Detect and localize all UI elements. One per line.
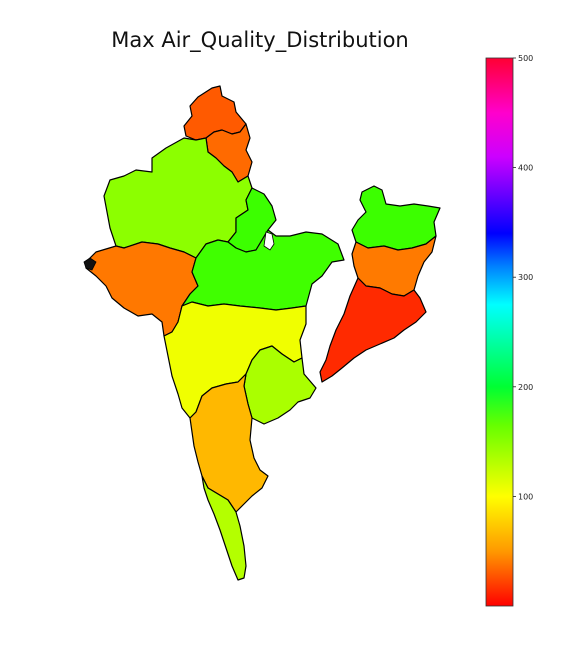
region-notch — [263, 231, 275, 251]
region-southeast[interactable] — [243, 345, 317, 425]
colorbar-ticks: 100 200 300 400 500 — [513, 54, 533, 501]
region-east-bottom[interactable] — [319, 277, 427, 383]
colorbar-tick-label: 500 — [518, 54, 533, 63]
colorbar-tick-label: 300 — [518, 273, 533, 282]
region-south-tip[interactable] — [201, 475, 247, 581]
region-east-top[interactable] — [351, 185, 441, 251]
colorbar: 100 200 300 400 500 — [485, 54, 533, 607]
colorbar-tick-label: 100 — [518, 492, 533, 501]
region-coastal-blob — [83, 257, 97, 271]
colorbar-border — [485, 57, 514, 607]
colorbar-tick-label: 400 — [518, 164, 533, 173]
colorbar-fill — [486, 58, 513, 606]
map-regions — [83, 85, 441, 581]
colorbar-tick-label: 200 — [518, 383, 533, 392]
chart-title: Max Air_Quality_Distribution — [111, 28, 409, 52]
